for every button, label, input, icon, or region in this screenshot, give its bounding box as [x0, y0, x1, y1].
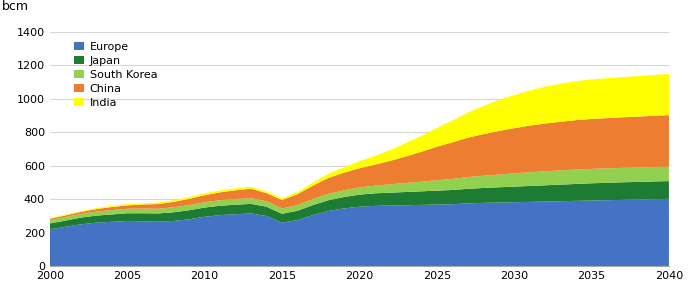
Y-axis label: bcm: bcm	[2, 0, 29, 13]
Legend: Europe, Japan, South Korea, China, India: Europe, Japan, South Korea, China, India	[74, 42, 157, 108]
